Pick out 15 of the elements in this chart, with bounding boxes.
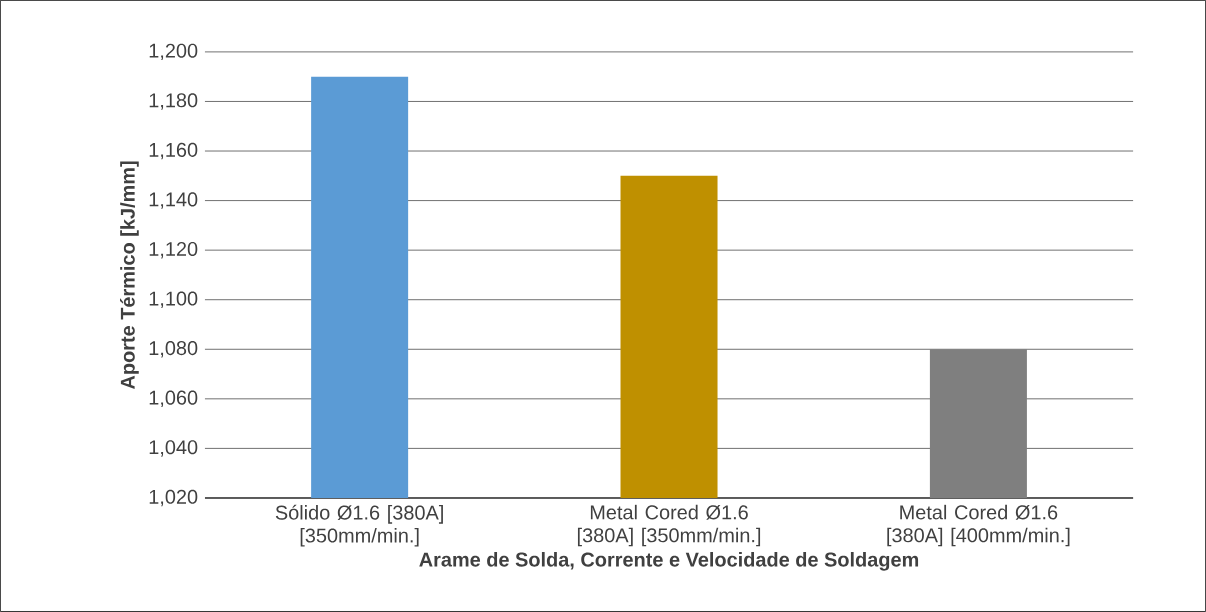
x-tick-label: Metal Cored Ø1.6 [380A] [400mm/min.] — [887, 504, 1070, 547]
y-tick-label: 1,040 — [149, 440, 198, 457]
y-tick-label: 1,160 — [149, 142, 198, 160]
y-tick-label: 1,080 — [149, 341, 198, 358]
y-tick-label: 1,120 — [149, 241, 198, 259]
y-tick-label: 1,200 — [149, 43, 198, 61]
y-tick-label: 1,140 — [149, 192, 198, 209]
y-tick-label: 1,180 — [149, 93, 198, 110]
x-tick-label: Metal Cored Ø1.6 [380A] [350mm/min.] — [577, 504, 761, 547]
x-tick-label: Sólido Ø1.6 [380A] [350mm/min.] — [275, 504, 443, 547]
y-tick-label: 1,060 — [149, 390, 198, 408]
x-axis-title: Arame de Solda, Corrente e Velocidade de Soldagem — [419, 552, 919, 571]
y-axis-title: Aporte Térmico [kJ/mm] — [120, 161, 139, 390]
y-tick-label: 1,100 — [149, 291, 198, 308]
y-tick-label: 1,020 — [149, 489, 198, 507]
